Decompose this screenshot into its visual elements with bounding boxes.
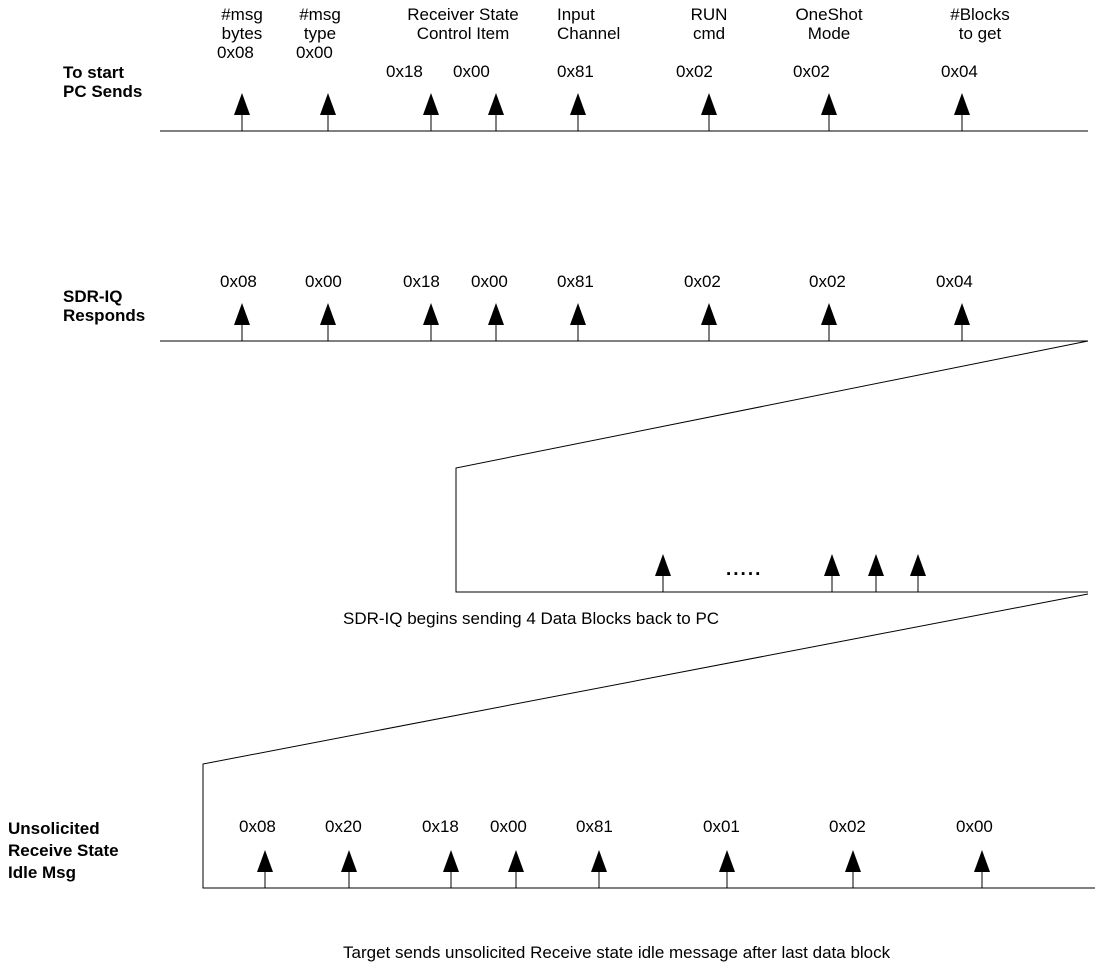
row2-arrow [234, 303, 250, 341]
row1-value: 0x02 [793, 62, 830, 81]
row3-arrow [591, 850, 607, 888]
data-block-arrow [824, 554, 840, 592]
row3-value: 0x01 [703, 817, 740, 836]
row1-header-blocks-to-get: #Blocks to get [950, 5, 1010, 43]
row3-value: 0x00 [490, 817, 527, 836]
row2-value: 0x04 [936, 272, 973, 291]
row2-arrow [954, 303, 970, 341]
row2-value: 0x02 [684, 272, 721, 291]
row3-value: 0x00 [956, 817, 993, 836]
row1-header-receiver-state: Receiver State Control Item [407, 5, 519, 43]
row1-arrow [488, 93, 504, 131]
idle-msg-zoom-outline [202, 593, 1095, 889]
row2-arrow [320, 303, 336, 341]
data-block-arrow [868, 554, 884, 592]
data-block-ellipsis: ..... [726, 559, 763, 580]
row2-arrow [488, 303, 504, 341]
row1-value: 0x04 [941, 62, 978, 81]
row1-arrow [320, 93, 336, 131]
row1-value: 0x08 [217, 43, 254, 62]
row3-value: 0x20 [325, 817, 362, 836]
row2-value: 0x08 [220, 272, 257, 291]
row3-value: 0x02 [829, 817, 866, 836]
row1-value: 0x02 [676, 62, 713, 81]
row2-arrow [570, 303, 586, 341]
row3-label: Unsolicited Receive State Idle Msg [8, 819, 119, 882]
row1-value: 0x00 [453, 62, 490, 81]
row1-arrow [701, 93, 717, 131]
row1-label: To start PC Sends [63, 63, 143, 101]
data-blocks-caption: SDR-IQ begins sending 4 Data Blocks back… [343, 609, 720, 628]
row2-value: 0x00 [305, 272, 342, 291]
row1-header-oneshot-mode: OneShot Mode [795, 5, 863, 43]
row2-value: 0x00 [471, 272, 508, 291]
row1-value: 0x18 [386, 62, 423, 81]
row2-arrow [821, 303, 837, 341]
row2-arrow [423, 303, 439, 341]
row1-arrow [570, 93, 586, 131]
row3-value: 0x81 [576, 817, 613, 836]
row1-header-run-cmd: RUN cmd [690, 5, 728, 43]
row3-arrow [443, 850, 459, 888]
row3-arrow [257, 850, 273, 888]
row1-arrow [821, 93, 837, 131]
row1-arrow [234, 93, 250, 131]
idle-msg-caption: Target sends unsolicited Receive state i… [343, 943, 891, 962]
row2-value: 0x18 [403, 272, 440, 291]
row1-arrow [954, 93, 970, 131]
row3-arrow [845, 850, 861, 888]
row3-value: 0x18 [422, 817, 459, 836]
row3-value: 0x08 [239, 817, 276, 836]
row1-value: 0x81 [557, 62, 594, 81]
row1-header-msg-type: #msg type [299, 5, 341, 43]
row1-header-input-channel: Input Channel [557, 5, 621, 43]
data-block-arrow [655, 554, 671, 592]
row2-value: 0x02 [809, 272, 846, 291]
row2-label: SDR-IQ Responds [63, 287, 146, 325]
row3-arrow [341, 850, 357, 888]
row2-value: 0x81 [557, 272, 594, 291]
row3-arrow [974, 850, 990, 888]
row2-arrow [701, 303, 717, 341]
row1-value: 0x00 [296, 43, 333, 62]
data-block-zoom-outline [455, 340, 1089, 593]
row1-arrow [423, 93, 439, 131]
row3-arrow [719, 850, 735, 888]
row1-header-msg-bytes: #msg bytes [221, 5, 263, 43]
data-block-arrow [910, 554, 926, 592]
row3-arrow [508, 850, 524, 888]
